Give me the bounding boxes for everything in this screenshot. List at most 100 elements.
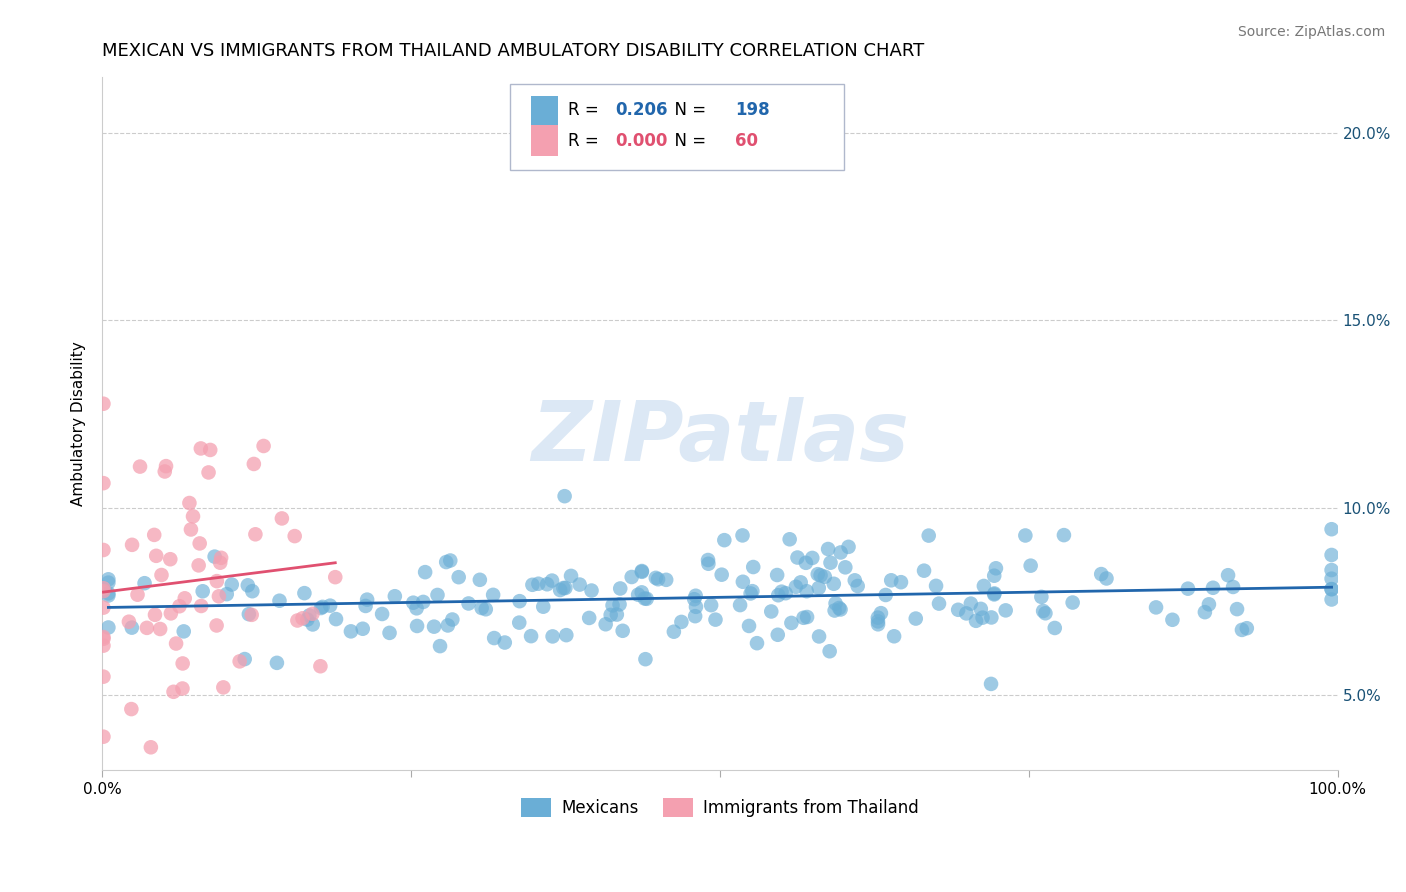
Point	[457, 597, 479, 611]
Point	[606, 607, 628, 622]
Point	[209, 550, 232, 565]
Point	[983, 586, 1005, 600]
Point	[354, 599, 377, 613]
Point	[97, 586, 120, 600]
Point	[187, 558, 209, 573]
Y-axis label: Ambulatory Disability: Ambulatory Disability	[72, 341, 86, 506]
Point	[135, 621, 157, 635]
Point	[1090, 567, 1112, 582]
Point	[162, 685, 184, 699]
Point	[1226, 602, 1249, 616]
Point	[808, 630, 831, 644]
Point	[149, 622, 172, 636]
Point	[120, 702, 142, 716]
Point	[240, 584, 263, 599]
Point	[93, 581, 115, 595]
Point	[323, 570, 346, 584]
Point	[150, 568, 173, 582]
Point	[866, 615, 889, 629]
Point	[494, 635, 516, 649]
Point	[294, 586, 316, 600]
Point	[93, 670, 115, 684]
Point	[1320, 522, 1343, 536]
Point	[522, 578, 544, 592]
Point	[340, 624, 363, 639]
Point	[627, 588, 650, 602]
Point	[1095, 572, 1118, 586]
Point	[817, 541, 839, 556]
Point	[823, 576, 845, 591]
Point	[188, 536, 211, 550]
Point	[468, 573, 491, 587]
Point	[139, 740, 162, 755]
Point	[1161, 613, 1184, 627]
Point	[741, 584, 763, 599]
Point	[93, 730, 115, 744]
Point	[212, 681, 235, 695]
Point	[197, 466, 219, 480]
Point	[697, 557, 720, 571]
Point	[301, 617, 323, 632]
Point	[169, 599, 191, 614]
Point	[301, 607, 323, 621]
Point	[97, 572, 120, 586]
Point	[824, 603, 846, 617]
Point	[1198, 597, 1220, 611]
Text: 60: 60	[735, 132, 758, 150]
Point	[779, 533, 801, 547]
Point	[311, 599, 333, 614]
Point	[770, 584, 793, 599]
Point	[738, 619, 761, 633]
Text: N =: N =	[665, 101, 711, 119]
Point	[127, 588, 149, 602]
Point	[240, 607, 263, 622]
Point	[704, 613, 727, 627]
Point	[527, 576, 550, 591]
Point	[740, 586, 762, 600]
Point	[761, 605, 783, 619]
Point	[1320, 572, 1343, 586]
Point	[870, 606, 893, 620]
Point	[928, 597, 950, 611]
Point	[830, 545, 852, 559]
Point	[1320, 563, 1343, 577]
Point	[636, 591, 658, 606]
Point	[599, 607, 621, 622]
Point	[912, 564, 935, 578]
Point	[548, 582, 571, 597]
Point	[1222, 580, 1244, 594]
Point	[662, 624, 685, 639]
Point	[683, 609, 706, 624]
Point	[983, 587, 1005, 601]
Point	[925, 579, 948, 593]
Point	[794, 556, 817, 570]
Point	[713, 533, 735, 548]
Point	[595, 617, 617, 632]
Point	[553, 581, 575, 595]
Point	[612, 624, 634, 638]
Point	[1043, 621, 1066, 635]
Point	[441, 613, 464, 627]
Point	[134, 576, 156, 591]
Point	[402, 596, 425, 610]
Point	[482, 631, 505, 645]
Point	[807, 567, 830, 582]
Point	[875, 588, 897, 602]
Point	[93, 584, 115, 599]
Point	[145, 549, 167, 563]
Point	[215, 587, 238, 601]
Text: 0.206: 0.206	[614, 101, 668, 119]
Point	[243, 457, 266, 471]
Point	[731, 574, 754, 589]
Point	[697, 553, 720, 567]
FancyBboxPatch shape	[531, 96, 558, 128]
Point	[1035, 607, 1057, 621]
Point	[1177, 582, 1199, 596]
Point	[471, 601, 494, 615]
Point	[173, 624, 195, 639]
Point	[972, 610, 994, 624]
Point	[602, 599, 624, 613]
Point	[560, 569, 582, 583]
Point	[766, 568, 789, 582]
Text: N =: N =	[665, 132, 711, 150]
